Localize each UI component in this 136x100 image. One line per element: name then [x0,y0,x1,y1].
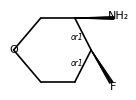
Text: or1: or1 [71,60,83,68]
Text: F: F [110,82,116,92]
Text: O: O [9,45,18,55]
Text: or1: or1 [71,34,83,42]
Text: NH₂: NH₂ [108,11,129,21]
